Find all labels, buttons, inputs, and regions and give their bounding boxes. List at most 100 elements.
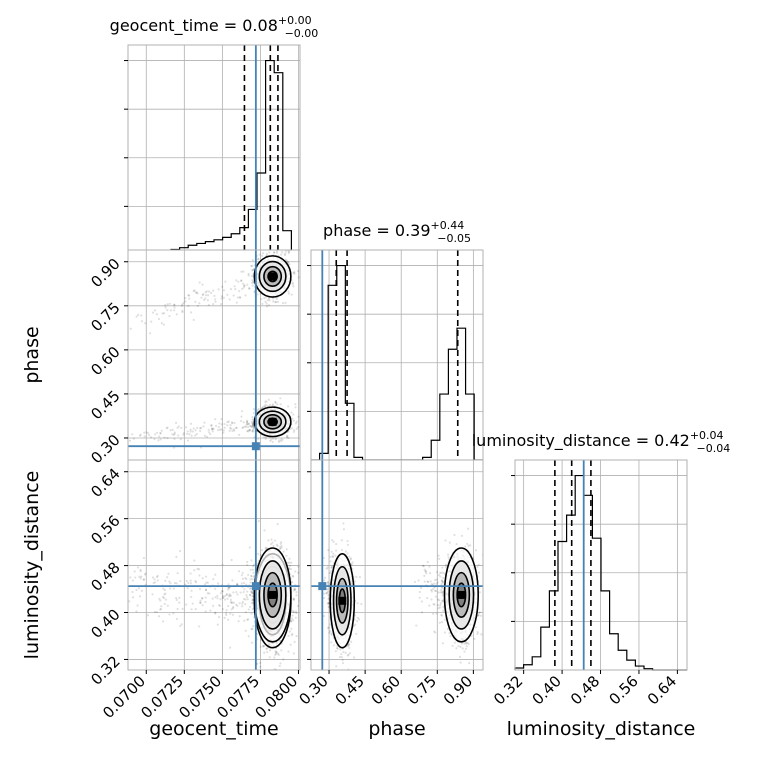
sample-point	[280, 544, 283, 548]
sample-point	[161, 595, 165, 599]
sample-point	[279, 547, 282, 551]
sample-point	[250, 641, 254, 644]
sample-point	[297, 269, 300, 273]
sample-point	[226, 421, 229, 424]
sample-point	[360, 602, 363, 606]
sample-point	[292, 611, 295, 614]
sample-point	[231, 601, 234, 604]
sample-point	[250, 420, 254, 423]
sample-point	[193, 289, 196, 292]
sample-point	[204, 588, 208, 591]
sample-point	[267, 646, 270, 649]
sample-point	[257, 258, 260, 261]
param-title-geocent_time: geocent_time = 0.08+0.00 −0.00	[110, 14, 319, 40]
sample-point	[354, 623, 357, 626]
sample-point	[447, 556, 450, 559]
sample-point	[184, 296, 187, 300]
sample-point	[327, 627, 330, 630]
sample-point	[274, 539, 277, 542]
sample-point	[139, 570, 142, 573]
sample-point	[332, 644, 335, 647]
sample-point	[204, 588, 208, 592]
sample-point	[173, 309, 176, 312]
sample-point	[149, 332, 152, 335]
sample-point	[187, 294, 190, 297]
sample-point	[208, 592, 211, 595]
sample-point	[263, 529, 266, 532]
sample-point	[135, 610, 138, 613]
sample-point	[293, 588, 296, 591]
sample-point	[237, 570, 241, 573]
sample-point	[135, 315, 138, 318]
sample-point	[202, 298, 206, 302]
sample-point	[287, 436, 290, 440]
sample-point	[120, 605, 122, 607]
sample-point	[243, 597, 246, 601]
sample-point	[251, 599, 254, 602]
sample-point	[166, 303, 169, 306]
sample-point	[246, 429, 249, 433]
sample-point	[230, 558, 233, 562]
sample-point	[474, 626, 477, 629]
sample-point	[232, 601, 235, 604]
sample-point	[228, 595, 231, 598]
sample-point	[191, 602, 194, 605]
scatter-panel-phase-luminosity_distance	[307, 459, 484, 674]
sample-point	[331, 555, 334, 558]
sample-point	[251, 628, 254, 631]
sample-point	[225, 609, 228, 612]
sample-point	[263, 644, 266, 648]
sample-point	[266, 647, 269, 650]
sample-point	[287, 252, 290, 255]
sample-point	[193, 569, 196, 572]
sample-point	[134, 576, 137, 579]
sample-point	[274, 300, 278, 304]
sample-point	[342, 650, 345, 654]
sample-point	[285, 554, 288, 557]
sample-point	[209, 609, 212, 612]
sample-point	[256, 293, 259, 296]
sample-point	[278, 664, 281, 668]
sample-point	[476, 565, 479, 569]
sample-point	[251, 423, 254, 427]
sample-point	[245, 423, 248, 426]
sample-point	[334, 549, 338, 552]
sample-point	[257, 407, 260, 411]
sample-point	[163, 436, 166, 439]
sample-point	[217, 426, 220, 429]
sample-point	[223, 598, 227, 601]
sample-point	[169, 429, 172, 432]
sample-point	[273, 680, 275, 682]
sample-point	[242, 421, 245, 424]
sample-point	[292, 285, 295, 288]
sample-point	[251, 578, 254, 581]
sample-point	[262, 644, 265, 647]
sample-point	[269, 439, 272, 442]
sample-point	[276, 523, 279, 526]
sample-point	[221, 590, 224, 593]
sample-point	[278, 439, 281, 442]
sample-point	[221, 590, 224, 593]
sample-point	[206, 592, 209, 595]
sample-point	[214, 424, 218, 427]
sample-point	[432, 603, 435, 606]
sample-point	[276, 544, 279, 547]
sample-point	[340, 656, 344, 659]
sample-point	[292, 413, 295, 416]
sample-point	[284, 258, 287, 261]
sample-point	[350, 562, 353, 566]
sample-point	[131, 433, 134, 436]
sample-point	[231, 579, 234, 582]
sample-point	[325, 592, 328, 595]
sample-point	[281, 301, 285, 305]
sample-point	[325, 592, 328, 595]
sample-point	[467, 544, 470, 547]
sample-point	[199, 601, 202, 604]
sample-point	[249, 594, 252, 597]
sample-point	[159, 438, 162, 441]
sample-point	[214, 300, 217, 303]
sample-point	[271, 440, 274, 444]
sample-point	[230, 427, 233, 430]
sample-point	[118, 602, 120, 604]
sample-point	[154, 581, 157, 584]
